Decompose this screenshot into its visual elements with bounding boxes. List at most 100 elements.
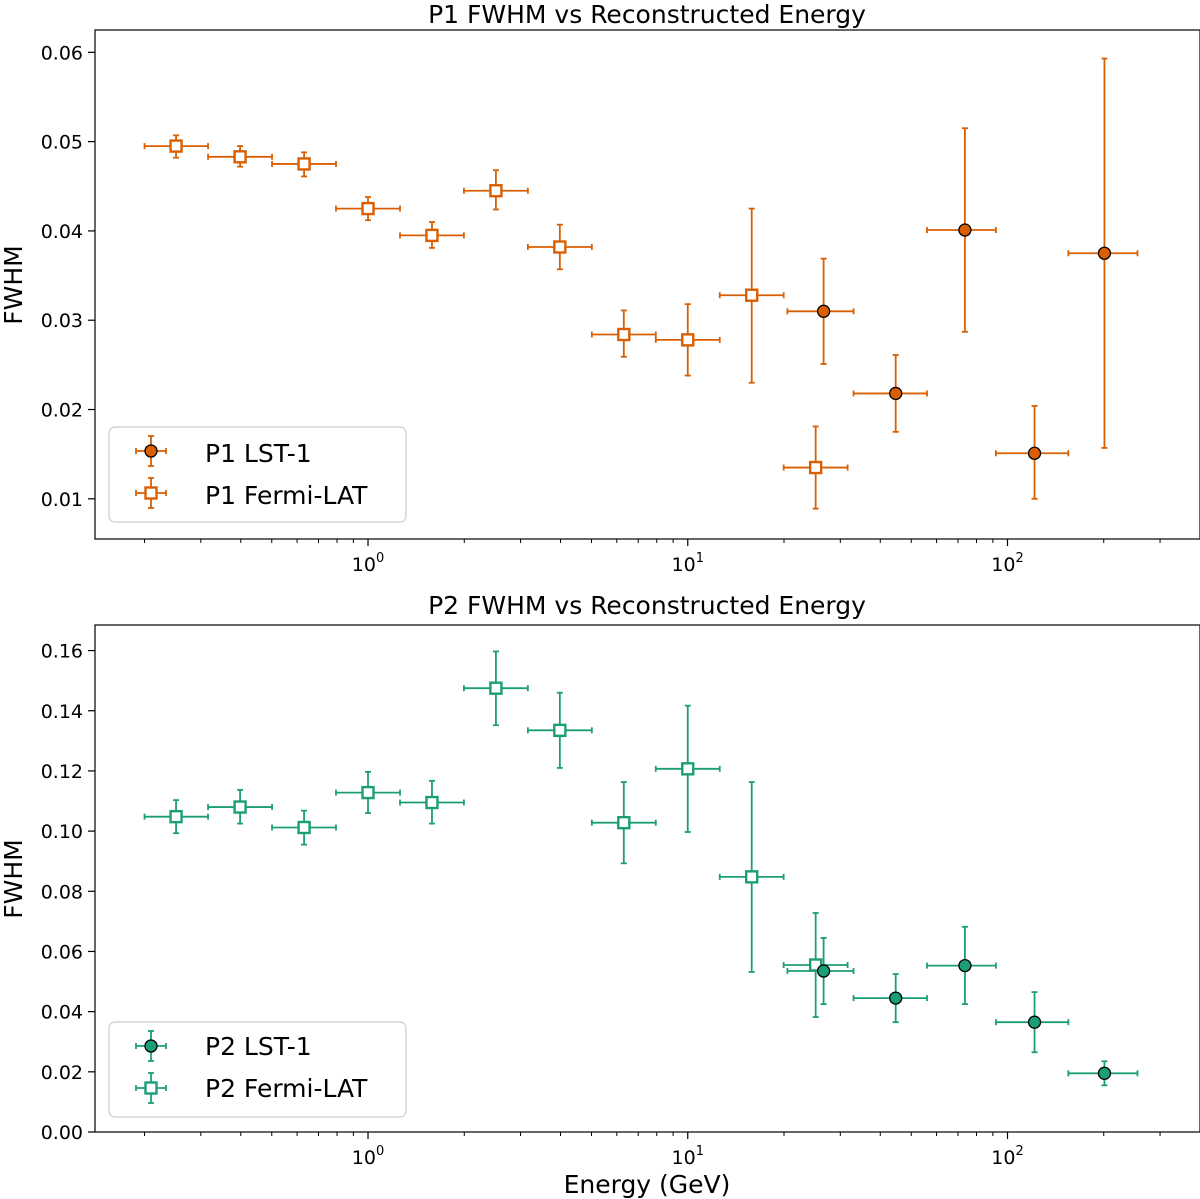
data-point-fermi-0 xyxy=(143,134,209,159)
x-tick-label: 102 xyxy=(991,551,1023,576)
y-tick-label: 0.06 xyxy=(41,42,83,64)
x-tick-label: 100 xyxy=(352,1144,384,1169)
y-axis-label-p2: FWHM xyxy=(0,839,28,918)
data-point-lst1-2 xyxy=(926,925,997,1006)
y-tick-label: 0.05 xyxy=(41,132,83,154)
legend-label-p1-lst1: P1 LST-1 xyxy=(205,439,312,468)
marker-fermi xyxy=(489,681,503,695)
marker-lst1 xyxy=(958,223,972,237)
legend-label-p2-lst1: P2 LST-1 xyxy=(205,1032,312,1061)
data-point-lst1-2 xyxy=(926,127,997,333)
marker-fermi xyxy=(233,150,247,164)
legend-marker xyxy=(144,444,158,458)
y-tick-label: 0.03 xyxy=(41,310,83,332)
legend-symbol-p1-fermi xyxy=(135,477,167,509)
axis-ticks-p2: 0.00 0.02 0.04 0.06 0.08 0.10 0.12 0.14 0.16 100 1… xyxy=(41,641,1161,1169)
marker-lst1 xyxy=(816,964,831,978)
data-marks-p2 xyxy=(143,650,1139,1087)
x-tick-label: 102 xyxy=(991,1144,1023,1169)
data-point-fermi-7 xyxy=(590,309,657,358)
data-point-fermi-1 xyxy=(207,145,273,168)
data-point-fermi-5 xyxy=(463,650,529,727)
legend-box-p1 xyxy=(108,426,407,523)
legend-marker xyxy=(144,1039,158,1053)
marker-fermi xyxy=(553,723,567,738)
data-point-fermi-1 xyxy=(207,788,273,825)
y-tick-label: 0.00 xyxy=(41,1122,83,1144)
y-tick-label: 0.12 xyxy=(41,761,83,783)
plot-frame-p2 xyxy=(94,624,1200,1133)
data-point-fermi-8 xyxy=(654,303,721,377)
y-tick-label: 0.02 xyxy=(41,1062,83,1084)
marker-fermi xyxy=(425,228,439,243)
y-tick-label: 0.02 xyxy=(41,400,83,422)
legend-marker xyxy=(144,1081,158,1095)
marker-fermi xyxy=(297,157,311,171)
y-tick-label: 0.01 xyxy=(41,489,83,511)
marker-fermi xyxy=(745,870,759,884)
marker-lst1 xyxy=(889,386,903,401)
legend-p1: P1 LST-1 P1 Fermi-LAT xyxy=(108,426,407,523)
chart-title-p1: P1 FWHM vs Reconstructed Energy xyxy=(428,0,866,29)
marker-fermi xyxy=(681,762,695,776)
marker-fermi xyxy=(617,815,631,830)
legend-symbol-p2-fermi xyxy=(135,1072,167,1104)
legend-box-p2 xyxy=(108,1021,407,1118)
marker-lst1 xyxy=(889,991,903,1005)
marker-lst1 xyxy=(958,958,972,973)
legend-label-p1-fermi: P1 Fermi-LAT xyxy=(205,481,368,510)
x-tick-label: 100 xyxy=(352,551,384,576)
data-point-lst1-4 xyxy=(1067,1060,1139,1087)
data-point-fermi-5 xyxy=(463,169,529,211)
x-axis-label: Energy (GeV) xyxy=(564,1170,731,1199)
x-tick-label: 101 xyxy=(672,551,704,576)
y-tick-label: 0.10 xyxy=(41,821,83,843)
marker-fermi xyxy=(361,201,375,216)
data-point-fermi-7 xyxy=(590,781,657,865)
data-marks-p1 xyxy=(143,57,1139,510)
y-tick-label: 0.04 xyxy=(41,221,83,243)
marker-lst1 xyxy=(1097,1066,1112,1080)
legend-p2: P2 LST-1 P2 Fermi-LAT xyxy=(108,1021,407,1118)
data-point-lst1-3 xyxy=(995,991,1070,1054)
x-tick-label: 101 xyxy=(672,1144,704,1169)
legend-label-p2-fermi: P2 Fermi-LAT xyxy=(205,1074,368,1103)
data-point-fermi-6 xyxy=(526,691,593,769)
data-point-fermi-9 xyxy=(718,207,785,384)
legend-marker xyxy=(144,486,158,500)
data-point-lst1-0 xyxy=(786,257,855,365)
data-point-fermi-6 xyxy=(526,223,593,271)
plot-frame-p1 xyxy=(94,29,1200,540)
data-point-fermi-4 xyxy=(399,221,465,249)
data-point-fermi-3 xyxy=(335,770,401,814)
marker-fermi xyxy=(681,333,695,347)
marker-lst1 xyxy=(816,304,831,318)
marker-fermi xyxy=(361,785,375,800)
marker-fermi xyxy=(233,800,247,814)
data-point-fermi-9 xyxy=(718,781,785,973)
data-point-fermi-10 xyxy=(782,425,849,510)
data-point-fermi-0 xyxy=(143,799,209,835)
marker-fermi xyxy=(617,327,631,342)
data-point-fermi-4 xyxy=(399,779,465,825)
data-point-fermi-2 xyxy=(271,151,337,178)
marker-fermi xyxy=(169,809,183,824)
data-point-lst1-1 xyxy=(852,973,928,1024)
marker-fermi xyxy=(425,795,439,810)
marker-lst1 xyxy=(1027,1015,1042,1029)
y-axis-label-p1: FWHM xyxy=(0,245,28,324)
data-point-lst1-3 xyxy=(995,405,1070,500)
marker-fermi xyxy=(745,288,759,302)
legend-symbol-p1-lst1 xyxy=(135,435,167,467)
data-point-lst1-4 xyxy=(1067,57,1139,449)
y-tick-label: 0.16 xyxy=(41,641,83,663)
data-point-fermi-3 xyxy=(335,196,401,222)
y-tick-label: 0.08 xyxy=(41,881,83,903)
axis-ticks-p1: 0.01 0.02 0.03 0.04 0.05 0.06 100 101 102 xyxy=(41,42,1161,576)
marker-lst1 xyxy=(1027,446,1042,460)
marker-fermi xyxy=(553,240,567,254)
y-tick-label: 0.04 xyxy=(41,1002,83,1024)
marker-fermi xyxy=(808,460,823,475)
y-tick-label: 0.14 xyxy=(41,701,83,723)
